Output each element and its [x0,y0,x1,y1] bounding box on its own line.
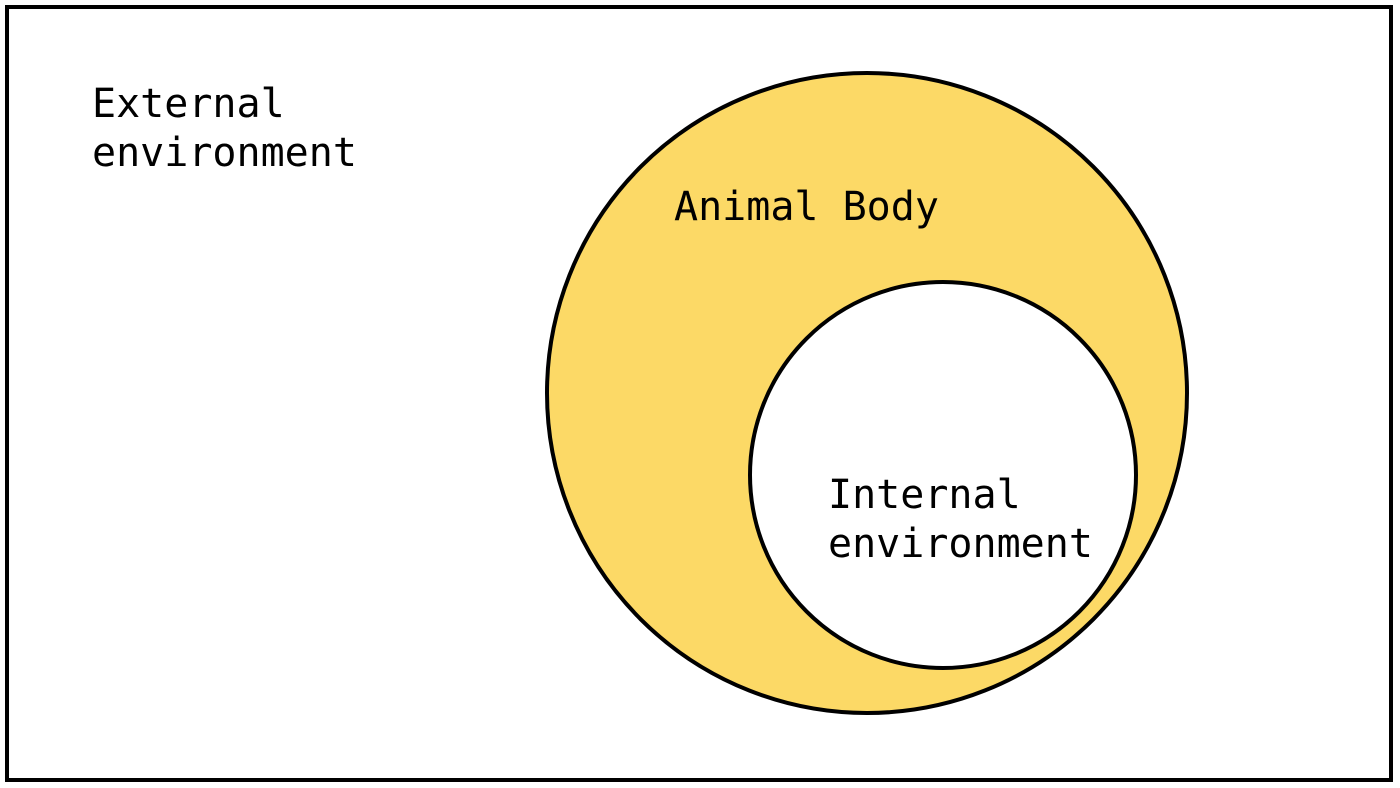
animal-body-label: Animal Body [674,184,939,230]
external-label-line2: environment [92,130,357,176]
internal-environment-circle [748,280,1138,670]
external-label-line1: External [92,81,285,127]
external-environment-label: External environment [92,81,357,176]
internal-environment-label: Internal environment [828,472,1093,567]
internal-label-line2: environment [828,521,1093,567]
internal-label-line1: Internal [828,472,1021,518]
